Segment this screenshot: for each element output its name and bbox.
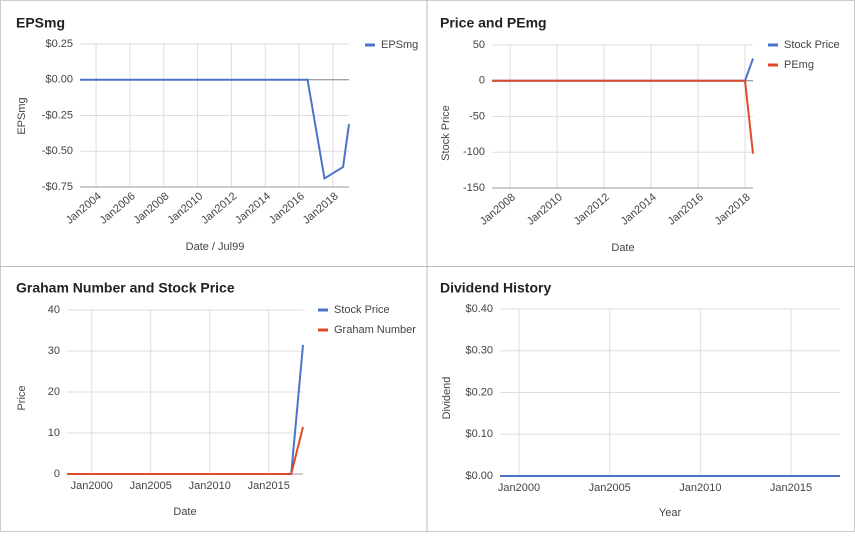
- x-tick-label: Jan2014: [233, 190, 273, 226]
- x-axis-title: Date / Jul99: [186, 241, 245, 253]
- y-tick-label: -$0.75: [42, 181, 73, 193]
- y-axis-title: EPSmg: [16, 97, 28, 134]
- legend-label: Stock Price: [334, 304, 390, 316]
- y-tick-label: 10: [48, 427, 60, 439]
- x-tick-label: Jan2012: [199, 190, 239, 226]
- y-tick-label: 50: [473, 39, 485, 51]
- legend-label: EPSmg: [381, 39, 418, 51]
- y-tick-label: -$0.25: [42, 109, 73, 121]
- legend-label: PEmg: [784, 59, 814, 71]
- x-tick-label: Jan2016: [666, 191, 706, 227]
- y-tick-label: -50: [469, 110, 485, 122]
- x-axis-title: Date: [173, 506, 196, 518]
- x-tick-label: Jan2008: [478, 191, 518, 227]
- series-line: [80, 78, 350, 181]
- chart-title: Dividend History: [440, 280, 551, 296]
- series-line: [492, 58, 754, 82]
- x-tick-label: Jan2015: [248, 480, 290, 492]
- y-tick-label: 0: [479, 75, 485, 87]
- legend-label: Stock Price: [784, 39, 840, 51]
- x-tick-label: Jan2008: [131, 190, 171, 226]
- y-tick-label: 0: [54, 468, 60, 480]
- x-tick-label: Jan2005: [589, 482, 631, 494]
- y-tick-label: $0.40: [465, 303, 493, 315]
- y-tick-label: -$0.50: [42, 145, 73, 157]
- x-tick-label: Jan2018: [301, 190, 341, 226]
- x-tick-label: Jan2000: [498, 482, 540, 494]
- x-tick-label: Jan2010: [165, 190, 205, 226]
- legend-label: Graham Number: [334, 324, 416, 336]
- y-tick-label: -150: [463, 182, 485, 194]
- x-tick-label: Jan2010: [189, 480, 231, 492]
- x-tick-label: Jan2000: [71, 480, 113, 492]
- x-tick-label: Jan2010: [679, 482, 721, 494]
- y-tick-label: 20: [48, 386, 60, 398]
- y-axis-title: Price: [16, 385, 28, 410]
- y-tick-label: 40: [48, 304, 60, 316]
- y-tick-label: $0.20: [465, 386, 493, 398]
- x-tick-label: Jan2004: [64, 190, 104, 226]
- y-tick-label: -100: [463, 146, 485, 158]
- x-tick-label: Jan2014: [619, 191, 659, 227]
- y-tick-label: $0.10: [465, 428, 493, 440]
- series-line: [67, 344, 304, 475]
- series-line: [492, 79, 754, 154]
- chart-title: Price and PEmg: [440, 15, 547, 31]
- x-tick-label: Jan2012: [572, 191, 612, 227]
- x-axis-title: Date: [611, 242, 634, 254]
- x-tick-label: Jan2015: [770, 482, 812, 494]
- x-tick-label: Jan2010: [525, 191, 565, 227]
- y-tick-label: $0.00: [45, 74, 73, 86]
- y-tick-label: $0.30: [465, 345, 493, 357]
- chart-title: Graham Number and Stock Price: [16, 280, 235, 296]
- x-tick-label: Jan2018: [713, 191, 753, 227]
- y-axis-title: Dividend: [441, 377, 453, 420]
- series-line: [67, 426, 304, 475]
- x-tick-label: Jan2006: [98, 190, 138, 226]
- chart-title: EPSmg: [16, 15, 65, 31]
- x-tick-label: Jan2016: [267, 190, 307, 226]
- y-axis-title: Stock Price: [440, 105, 452, 161]
- x-tick-label: Jan2005: [130, 480, 172, 492]
- y-tick-label: $0.00: [465, 470, 493, 482]
- y-tick-label: $0.25: [45, 38, 73, 50]
- y-tick-label: 30: [48, 345, 60, 357]
- x-axis-title: Year: [659, 507, 682, 519]
